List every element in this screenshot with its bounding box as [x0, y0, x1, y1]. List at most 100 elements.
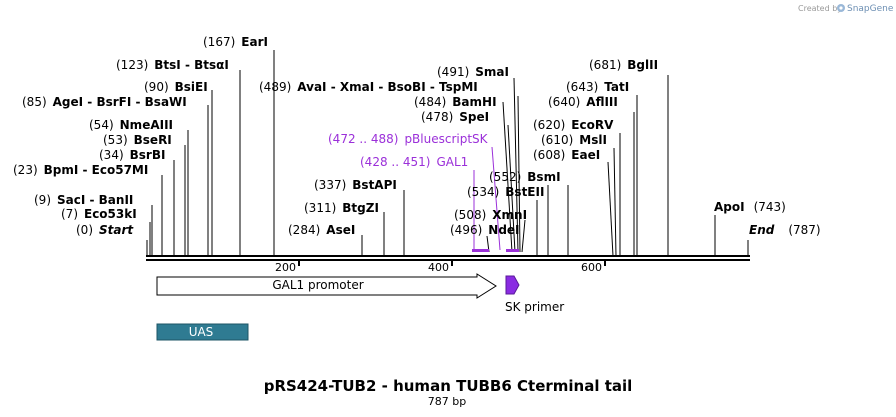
site-bstapi[interactable]: (337) BstAPI: [314, 178, 397, 192]
site-xmni[interactable]: (508) XmnI: [454, 208, 527, 222]
site-number: (743): [754, 200, 786, 214]
site-bpmi-eco57mi[interactable]: (23) BpmI - Eco57MI: [13, 163, 148, 177]
site-name: BseRI: [134, 133, 172, 147]
site-msli[interactable]: (610) MslI: [541, 133, 607, 147]
enzyme-labels: (0) Start (7) Eco53kI (9) SacI - BanII (23)…: [13, 35, 821, 237]
site-ecorv[interactable]: (620) EcoRV: [533, 118, 614, 132]
site-name: AseI: [326, 223, 355, 237]
svg-text:(484)BamHI: (484) BamHI: [414, 95, 497, 109]
site-eaei[interactable]: (608) EaeI: [533, 148, 600, 162]
svg-text:(337)BstAPI: (337) BstAPI: [314, 178, 397, 192]
site-name: SmaI: [475, 65, 509, 79]
site-name: ApoI: [714, 200, 745, 214]
site-number: (552): [489, 170, 521, 184]
site-ndei[interactable]: (496) NdeI: [450, 223, 520, 237]
site-eco53ki[interactable]: (7) Eco53kI: [61, 207, 137, 221]
site-btsi-btsai[interactable]: (123) BtsI - BtsαI: [116, 58, 229, 72]
site-bseri[interactable]: (53) BseRI: [103, 133, 172, 147]
site-smai[interactable]: (491) SmaI: [437, 65, 509, 79]
svg-text:(311)BtgZI: (311) BtgZI: [304, 201, 379, 215]
site-number: (484): [414, 95, 446, 109]
uas-label: UAS: [189, 325, 214, 339]
site-number: (489): [259, 80, 291, 94]
primer-gal1[interactable]: (428 .. 451) GAL1: [360, 155, 468, 169]
svg-text:(610)MslI: (610) MslI: [541, 133, 607, 147]
svg-text:(0)Start: (0) Start: [76, 223, 134, 237]
snapgene-credit: Created by SnapGene: [798, 4, 894, 14]
svg-text:(640)AflIII: (640) AflIII: [548, 95, 618, 109]
site-number: (34): [99, 148, 124, 162]
site-bsiei[interactable]: (90) BsiEI: [144, 80, 208, 94]
site-saci-banii[interactable]: (9) SacI - BanII: [34, 193, 133, 207]
site-bamhi[interactable]: (484) BamHI: [414, 95, 497, 109]
site-number: (311): [304, 201, 336, 215]
gal1-promoter-label: GAL1 promoter: [272, 278, 363, 292]
primer-name: GAL1: [436, 155, 468, 169]
site-name: Eco53kI: [84, 207, 137, 221]
svg-text:(428 .. 451)GAL1: (428 .. 451) GAL1: [360, 155, 468, 169]
sequence-length: 787 bp: [428, 395, 466, 408]
svg-text:End(787): End (787): [749, 223, 821, 237]
site-number: (337): [314, 178, 346, 192]
site-name: BtsI - BtsαI: [154, 58, 229, 72]
site-number: (7): [61, 207, 78, 221]
site-start[interactable]: (0) Start: [76, 223, 134, 237]
feature-uas[interactable]: UAS: [156, 323, 249, 341]
site-name: End: [749, 223, 775, 237]
site-btgzi[interactable]: (311) BtgZI: [304, 201, 379, 215]
site-agei-bsrfi-bsawi[interactable]: (85) AgeI - BsrFI - BsaWI: [22, 95, 187, 109]
ruler-label-200: 200: [275, 261, 296, 274]
site-name: AflIII: [586, 95, 618, 109]
svg-text:(9)SacI - BanII: (9) SacI - BanII: [34, 193, 133, 207]
primer-pbluescriptsk[interactable]: (472 .. 488) pBluescriptSK: [328, 132, 489, 146]
site-name: BamHI: [452, 95, 496, 109]
svg-text:(643)TatI: (643) TatI: [566, 80, 629, 94]
site-number: (610): [541, 133, 573, 147]
map-title: pRS424-TUB2 - human TUBB6 Cterminal tail: [264, 377, 633, 395]
svg-text:(167)EarI: (167) EarI: [203, 35, 268, 49]
site-bsrbi[interactable]: (34) BsrBI: [99, 148, 165, 162]
site-number: (284): [288, 223, 320, 237]
site-asei[interactable]: (284) AseI: [288, 223, 355, 237]
site-name: Start: [99, 223, 134, 237]
svg-text:(7)Eco53kI: (7) Eco53kI: [61, 207, 137, 221]
site-eari[interactable]: (167) EarI: [203, 35, 268, 49]
site-bglii[interactable]: (681) BglII: [589, 58, 658, 72]
feature-sk-primer[interactable]: SK primer: [505, 275, 564, 314]
site-name: XmnI: [492, 208, 527, 222]
svg-text:(85)AgeI - BsrFI - BsaWI: (85) AgeI - BsrFI - BsaWI: [22, 95, 187, 109]
svg-text:(90)BsiEI: (90) BsiEI: [144, 80, 208, 94]
site-apoi[interactable]: ApoI (743): [714, 200, 786, 214]
site-name: EarI: [241, 35, 268, 49]
site-number: (508): [454, 208, 486, 222]
svg-text:(53)BseRI: (53) BseRI: [103, 133, 172, 147]
site-bsteii[interactable]: (534) BstEII: [467, 185, 544, 199]
site-nmeaiii[interactable]: (54) NmeAIII: [89, 118, 173, 132]
site-bsmi[interactable]: (552) BsmI: [489, 170, 561, 184]
feature-gal1-promoter[interactable]: GAL1 promoter: [156, 273, 497, 299]
site-number: (534): [467, 185, 499, 199]
svg-text:(491)SmaI: (491) SmaI: [437, 65, 509, 79]
credit-text: Created by: [798, 4, 842, 13]
site-number: (85): [22, 95, 47, 109]
primer-range: (472 .. 488): [328, 132, 398, 146]
site-name: BpmI - Eco57MI: [44, 163, 149, 177]
site-end[interactable]: End (787): [749, 223, 821, 237]
site-number: (9): [34, 193, 51, 207]
svg-text:(54)NmeAIII: (54) NmeAIII: [89, 118, 173, 132]
site-name: BtgZI: [342, 201, 379, 215]
site-spei[interactable]: (478) SpeI: [421, 110, 489, 124]
svg-text:(34)BsrBI: (34) BsrBI: [99, 148, 165, 162]
site-number: (787): [788, 223, 820, 237]
site-number: (643): [566, 80, 598, 94]
svg-text:ApoI(743): ApoI (743): [714, 200, 786, 214]
svg-text:(681)BglII: (681) BglII: [589, 58, 658, 72]
site-afliii[interactable]: (640) AflIII: [548, 95, 618, 109]
svg-text:(472 .. 488)pBluescriptSK: (472 .. 488) pBluescriptSK: [328, 132, 489, 146]
site-name: NdeI: [488, 223, 519, 237]
site-number: (640): [548, 95, 580, 109]
site-tati[interactable]: (643) TatI: [566, 80, 629, 94]
primer-leader-lines: [473, 146, 501, 251]
site-avai-xmai-bsobi-tspmi[interactable]: (489) AvaI - XmaI - BsoBI - TspMI: [259, 80, 478, 94]
